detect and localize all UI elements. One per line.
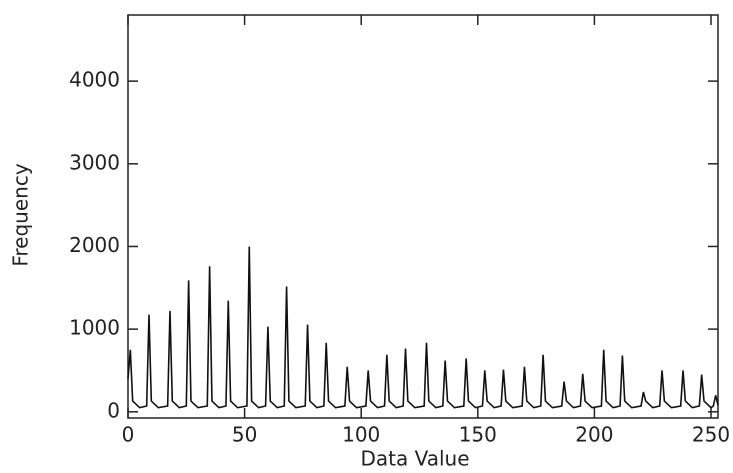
x-tick-label: 200 <box>575 423 613 447</box>
x-tick-label: 50 <box>232 423 257 447</box>
y-tick-label: 1000 <box>69 316 120 340</box>
y-tick-label: 4000 <box>69 68 120 92</box>
data-line <box>127 246 719 409</box>
y-tick-label: 3000 <box>69 150 120 174</box>
y-tick-label: 0 <box>107 398 120 422</box>
y-axis-label: Frequency <box>9 163 33 266</box>
x-tick-label: 250 <box>692 423 730 447</box>
x-axis-label: Data Value <box>360 447 469 471</box>
x-tick-label: 100 <box>342 423 380 447</box>
y-tick-label: 2000 <box>69 233 120 257</box>
x-tick-label: 0 <box>122 423 135 447</box>
plot-frame <box>127 14 719 419</box>
x-tick-label: 150 <box>459 423 497 447</box>
